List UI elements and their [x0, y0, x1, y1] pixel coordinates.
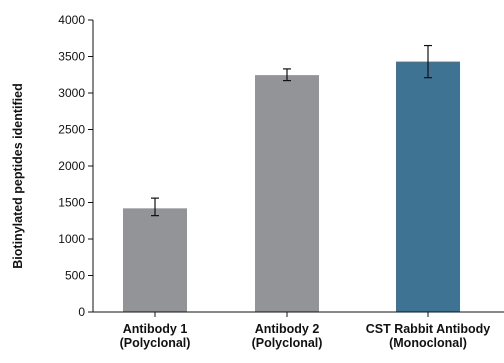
y-tick-label: 3500 [58, 50, 85, 64]
x-category-label: Antibody 2 (Polyclonal) [252, 322, 323, 350]
y-tick-label: 3000 [58, 86, 85, 100]
y-tick-label: 0 [78, 305, 85, 319]
labels-group: 0 500 1000 1500 2000 2500 3000 3500 4000 Antibody… [11, 13, 490, 350]
y-tick-label: 2000 [58, 159, 85, 173]
error-bars-group [151, 44, 432, 217]
x-category-label-line1: CST Rabbit Antibody [366, 322, 491, 336]
y-tick-label: 4000 [58, 13, 85, 27]
x-category-label-line1: Antibody 1 [123, 322, 188, 336]
bar-1 [123, 208, 187, 312]
error-bar-2 [283, 68, 291, 82]
axes-group [88, 19, 504, 317]
x-category-label-line1: Antibody 2 [255, 322, 320, 336]
x-category-label: Antibody 1 (Polyclonal) [120, 322, 191, 350]
error-bar-1 [151, 197, 159, 217]
y-tick-label: 1000 [58, 232, 85, 246]
bar-2 [255, 75, 319, 313]
x-category-label-line2: (Polyclonal) [120, 336, 191, 350]
y-axis-title: Biotinylated peptides identified [11, 83, 25, 268]
x-category-label: CST Rabbit Antibody (Monoclonal) [366, 322, 491, 350]
bar-3 [396, 61, 460, 312]
y-tick-label: 1500 [58, 196, 85, 210]
error-bar-3 [424, 44, 432, 79]
y-tick-label: 2500 [58, 123, 85, 137]
x-category-label-line2: (Polyclonal) [252, 336, 323, 350]
y-tick-label: 500 [65, 269, 85, 283]
x-category-label-line2: (Monoclonal) [389, 336, 467, 350]
bars-group [123, 61, 460, 313]
